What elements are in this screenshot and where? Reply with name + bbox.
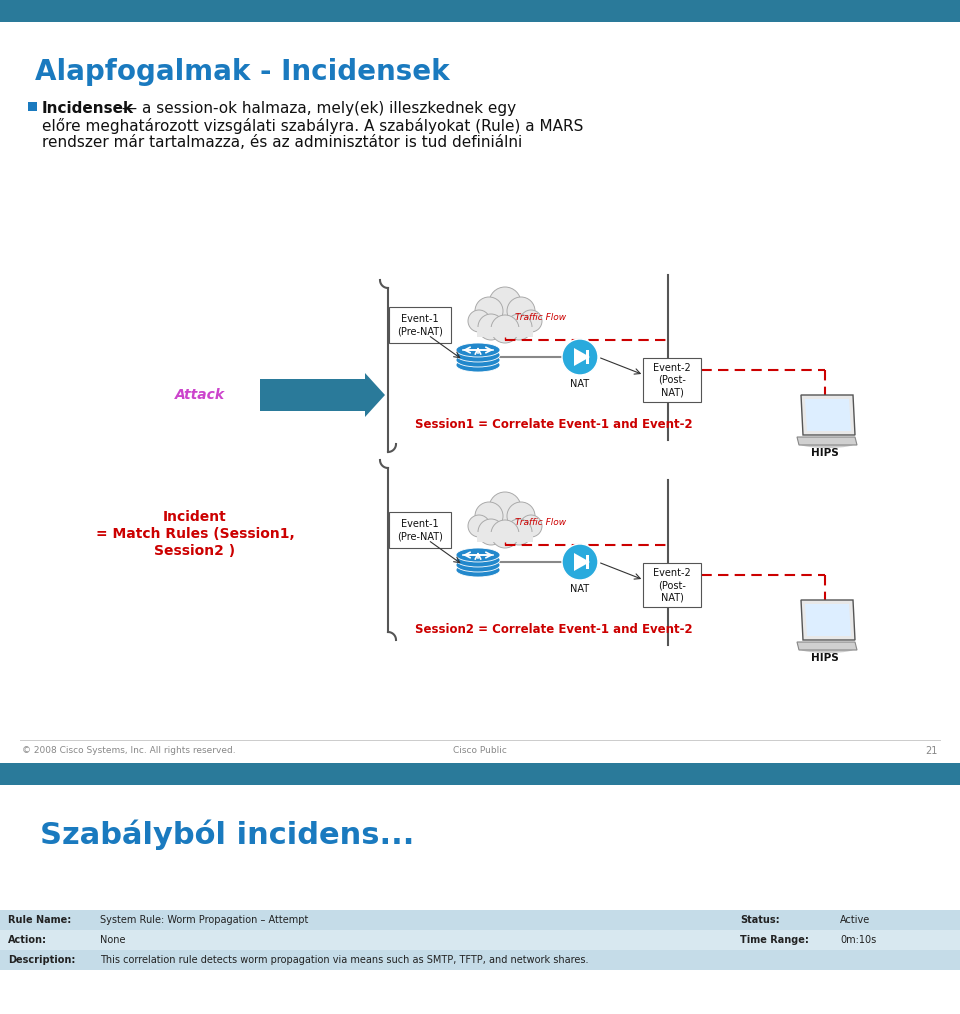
Text: None: None bbox=[100, 935, 126, 945]
Circle shape bbox=[489, 287, 521, 319]
Circle shape bbox=[475, 502, 503, 530]
Text: Szabályból incidens...: Szabályból incidens... bbox=[40, 820, 415, 851]
Polygon shape bbox=[805, 604, 851, 636]
FancyBboxPatch shape bbox=[0, 950, 960, 970]
Text: NAT: NAT bbox=[570, 584, 589, 594]
Circle shape bbox=[520, 515, 542, 537]
Text: előre meghatározott vizsgálati szabályra. A szabályokat (Rule) a MARS: előre meghatározott vizsgálati szabályra… bbox=[42, 118, 584, 134]
Text: Event-2
(Post-
NAT): Event-2 (Post- NAT) bbox=[653, 568, 691, 602]
Circle shape bbox=[491, 315, 519, 343]
Ellipse shape bbox=[798, 438, 856, 448]
Circle shape bbox=[475, 297, 503, 325]
Text: Event-2
(Post-
NAT): Event-2 (Post- NAT) bbox=[653, 363, 691, 397]
Text: = Match Rules (Session1,: = Match Rules (Session1, bbox=[96, 527, 295, 541]
Text: 0m:10s: 0m:10s bbox=[840, 935, 876, 945]
Text: © 2008 Cisco Systems, Inc. All rights reserved.: © 2008 Cisco Systems, Inc. All rights re… bbox=[22, 746, 235, 755]
FancyBboxPatch shape bbox=[389, 512, 451, 548]
FancyBboxPatch shape bbox=[28, 102, 37, 111]
Ellipse shape bbox=[456, 548, 500, 562]
Circle shape bbox=[489, 492, 521, 524]
Polygon shape bbox=[574, 348, 590, 366]
Ellipse shape bbox=[456, 563, 500, 577]
Text: Alapfogalmak - Incidensek: Alapfogalmak - Incidensek bbox=[35, 58, 449, 86]
Text: 21: 21 bbox=[925, 746, 938, 756]
Text: NAT: NAT bbox=[570, 379, 589, 389]
Circle shape bbox=[478, 519, 504, 545]
Ellipse shape bbox=[798, 643, 856, 653]
Circle shape bbox=[468, 515, 490, 537]
Polygon shape bbox=[797, 437, 857, 445]
Circle shape bbox=[520, 310, 542, 332]
Circle shape bbox=[478, 314, 504, 340]
FancyBboxPatch shape bbox=[477, 532, 533, 542]
FancyBboxPatch shape bbox=[477, 327, 533, 337]
Ellipse shape bbox=[456, 558, 500, 572]
Circle shape bbox=[562, 544, 598, 580]
Ellipse shape bbox=[456, 348, 500, 362]
Text: Time Range:: Time Range: bbox=[740, 935, 809, 945]
Text: Session2 = Correlate Event-1 and Event-2: Session2 = Correlate Event-1 and Event-2 bbox=[415, 623, 692, 636]
FancyBboxPatch shape bbox=[0, 763, 960, 785]
Polygon shape bbox=[797, 642, 857, 650]
Text: Traffic Flow: Traffic Flow bbox=[515, 313, 566, 322]
FancyBboxPatch shape bbox=[586, 555, 589, 569]
Polygon shape bbox=[805, 399, 851, 431]
Text: HIPS: HIPS bbox=[811, 448, 839, 458]
Text: HIPS: HIPS bbox=[811, 653, 839, 663]
Text: Session1 = Correlate Event-1 and Event-2: Session1 = Correlate Event-1 and Event-2 bbox=[415, 418, 692, 431]
Ellipse shape bbox=[456, 358, 500, 372]
Polygon shape bbox=[801, 600, 855, 640]
FancyArrow shape bbox=[260, 373, 385, 417]
Text: This correlation rule detects worm propagation via means such as SMTP, TFTP, and: This correlation rule detects worm propa… bbox=[100, 955, 588, 965]
Circle shape bbox=[468, 310, 490, 332]
Text: Rule Name:: Rule Name: bbox=[8, 915, 71, 925]
FancyBboxPatch shape bbox=[0, 0, 960, 22]
Circle shape bbox=[507, 502, 535, 530]
Circle shape bbox=[491, 520, 519, 548]
Text: Incident: Incident bbox=[163, 510, 227, 524]
Text: Traffic Flow: Traffic Flow bbox=[515, 518, 566, 527]
Circle shape bbox=[562, 339, 598, 375]
Ellipse shape bbox=[456, 353, 500, 367]
Ellipse shape bbox=[456, 553, 500, 567]
Polygon shape bbox=[574, 553, 590, 571]
FancyBboxPatch shape bbox=[0, 910, 960, 930]
Text: Event-1
(Pre-NAT): Event-1 (Pre-NAT) bbox=[397, 313, 443, 337]
Text: Incidensek: Incidensek bbox=[42, 101, 134, 116]
Text: Cisco Public: Cisco Public bbox=[453, 746, 507, 755]
FancyBboxPatch shape bbox=[643, 563, 701, 607]
FancyBboxPatch shape bbox=[389, 307, 451, 343]
FancyBboxPatch shape bbox=[0, 930, 960, 950]
Text: Action:: Action: bbox=[8, 935, 47, 945]
Text: Active: Active bbox=[840, 915, 871, 925]
Circle shape bbox=[507, 297, 535, 325]
Text: Attack: Attack bbox=[175, 388, 225, 402]
Polygon shape bbox=[801, 395, 855, 435]
FancyBboxPatch shape bbox=[0, 910, 960, 970]
FancyBboxPatch shape bbox=[586, 350, 589, 364]
Circle shape bbox=[506, 519, 532, 545]
Text: Status:: Status: bbox=[740, 915, 780, 925]
Text: — a session-ok halmaza, mely(ek) illeszkednek egy: — a session-ok halmaza, mely(ek) illeszk… bbox=[117, 101, 516, 116]
Text: rendszer már tartalmazza, és az adminisztátor is tud definiálni: rendszer már tartalmazza, és az adminisz… bbox=[42, 135, 522, 150]
Ellipse shape bbox=[456, 343, 500, 357]
Circle shape bbox=[506, 314, 532, 340]
Text: Description:: Description: bbox=[8, 955, 76, 965]
Text: System Rule: Worm Propagation – Attempt: System Rule: Worm Propagation – Attempt bbox=[100, 915, 308, 925]
FancyBboxPatch shape bbox=[643, 358, 701, 402]
Text: Event-1
(Pre-NAT): Event-1 (Pre-NAT) bbox=[397, 519, 443, 541]
Text: Session2 ): Session2 ) bbox=[155, 544, 235, 558]
